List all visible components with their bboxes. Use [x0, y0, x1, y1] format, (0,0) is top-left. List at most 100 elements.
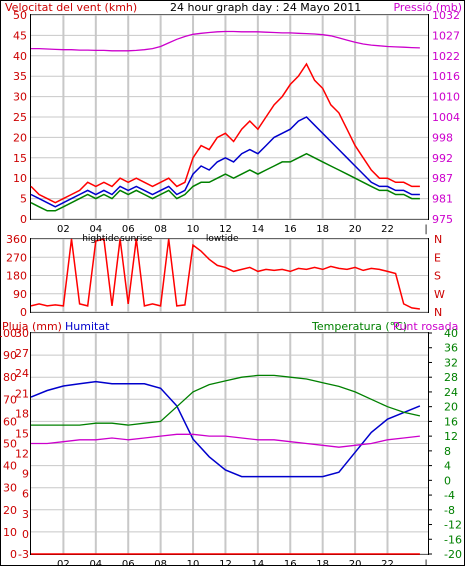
grid-layer	[31, 14, 428, 555]
temperature-y-tick-label: -20	[444, 548, 462, 561]
pressure-axis-label: Pressió (mb)	[393, 1, 462, 14]
series-line	[31, 374, 421, 426]
tide-annotation: hightide	[82, 234, 119, 244]
humidity-y-tick-label: 20	[3, 504, 17, 517]
humidity-y-tick-label: 30	[3, 482, 17, 495]
temperature-y-tick-label: 32	[444, 356, 458, 369]
x-tick-label: 02	[57, 559, 70, 566]
wind-y-tick-label: 25	[13, 111, 27, 124]
wind-y-tick-label: 0	[20, 213, 27, 226]
rain-y-tick-label: 27	[15, 347, 29, 360]
humidity-y-tick-label: 70	[3, 393, 17, 406]
temperature-y-tick-label: 20	[444, 401, 458, 414]
pressure-y-tick-label: 998	[432, 131, 453, 144]
series-line	[30, 380, 421, 478]
rain-y-tick-label: 30	[15, 327, 29, 340]
x-tick-label: 10	[187, 224, 200, 235]
tick-labels-layer: 0510152025303540455097598198799299810041…	[0, 9, 462, 570]
x-tick-label: |	[424, 559, 427, 566]
x-tick-label: 16	[284, 559, 297, 566]
rain-y-tick-label: 12	[15, 448, 29, 461]
wind-y-tick-label: 40	[13, 50, 27, 63]
x-tick-label: 04	[89, 559, 102, 566]
x-tick-label: |	[424, 224, 427, 235]
rain-y-tick-label: 6	[22, 488, 29, 501]
direction-y-tick-label: 180	[6, 270, 27, 283]
series-line	[31, 433, 420, 448]
series-line	[31, 30, 420, 52]
temperature-y-tick-label: 40	[444, 327, 458, 340]
wind-y-tick-label: 30	[13, 91, 27, 104]
temperature-y-tick-label: 36	[444, 342, 458, 355]
rain-axis-label: Pluja (mm)	[2, 320, 62, 333]
series-line	[30, 152, 420, 212]
direction-y-tick-label: 270	[6, 251, 27, 264]
x-tick-label: 22	[381, 224, 394, 235]
temperature-y-tick-label: -8	[444, 504, 455, 517]
temperature-y-tick-label: 8	[444, 445, 451, 458]
x-tick-label: 12	[219, 559, 232, 566]
compass-tick-label: S	[434, 270, 441, 283]
compass-tick-label: N	[434, 306, 442, 319]
wind-y-tick-label: 5	[20, 193, 27, 206]
temperature-axis-label: Temperatura (°C)	[311, 320, 407, 333]
rain-y-tick-label: 15	[15, 427, 29, 440]
humidity-y-tick-label: 10	[3, 526, 17, 539]
rain-y-tick-label: 24	[15, 367, 29, 380]
temperature-y-tick-label: -4	[444, 489, 455, 502]
tide-annotation: lowtide	[206, 234, 239, 244]
rain-y-tick-label: 21	[15, 387, 29, 400]
series-line	[30, 116, 420, 208]
temperature-y-tick-label: 24	[444, 386, 458, 399]
x-tick-label: 14	[251, 224, 264, 235]
temperature-y-tick-label: 16	[444, 415, 458, 428]
x-tick-label: 10	[187, 559, 200, 566]
x-tick-label: 06	[122, 559, 135, 566]
wind-y-tick-label: 15	[13, 152, 27, 165]
graph-title: 24 hour graph day : 24 Mayo 2011	[170, 1, 361, 14]
temperature-y-tick-label: 12	[444, 430, 458, 443]
pressure-y-tick-label: 1016	[432, 70, 460, 83]
humidity-y-tick-label: 40	[3, 460, 17, 473]
x-tick-label: 16	[284, 224, 297, 235]
wind-y-tick-label: 20	[13, 131, 27, 144]
rain-y-tick-label: 3	[22, 508, 29, 521]
x-tick-label: 22	[381, 559, 394, 566]
x-tick-label: 08	[154, 559, 167, 566]
pressure-y-tick-label: 981	[432, 193, 453, 206]
rain-y-tick-label: -3	[18, 548, 29, 561]
pressure-y-tick-label: 1010	[432, 91, 460, 104]
pressure-y-tick-label: 1004	[432, 111, 460, 124]
temperature-y-tick-label: 28	[444, 371, 458, 384]
series-line	[30, 238, 421, 310]
wind-y-tick-label: 50	[13, 9, 27, 22]
wind-y-tick-label: 10	[13, 172, 27, 185]
pressure-y-tick-label: 975	[432, 213, 453, 226]
x-tick-label: 06	[122, 224, 135, 235]
temperature-y-tick-label: 0	[444, 474, 451, 487]
rain-y-tick-label: 18	[15, 407, 29, 420]
x-tick-label: 18	[316, 559, 329, 566]
temperature-y-tick-label: -12	[444, 519, 462, 532]
pressure-y-tick-label: 992	[432, 152, 453, 165]
wind-y-tick-label: 45	[13, 29, 27, 42]
compass-tick-label: E	[434, 251, 441, 264]
tide-annotation: sunrise	[120, 234, 153, 244]
humidity-y-tick-label: 50	[3, 438, 17, 451]
x-tick-label: 20	[349, 559, 362, 566]
rain-y-tick-label: 0	[22, 528, 29, 541]
x-tick-label: 20	[349, 224, 362, 235]
wind-y-tick-label: 35	[13, 70, 27, 83]
humidity-y-tick-label: 90	[3, 349, 17, 362]
humidity-y-tick-label: 0	[10, 548, 17, 561]
series-line	[30, 62, 420, 204]
pressure-y-tick-label: 987	[432, 172, 453, 185]
temperature-y-tick-label: -16	[444, 533, 462, 546]
temperature-y-tick-label: 4	[444, 460, 451, 473]
rain-y-tick-label: 9	[22, 468, 29, 481]
compass-tick-label: N	[434, 233, 442, 246]
x-tick-label: 18	[316, 224, 329, 235]
wind-axis-label: Velocitat del vent (kmh)	[5, 1, 137, 14]
pressure-y-tick-label: 1022	[432, 50, 460, 63]
